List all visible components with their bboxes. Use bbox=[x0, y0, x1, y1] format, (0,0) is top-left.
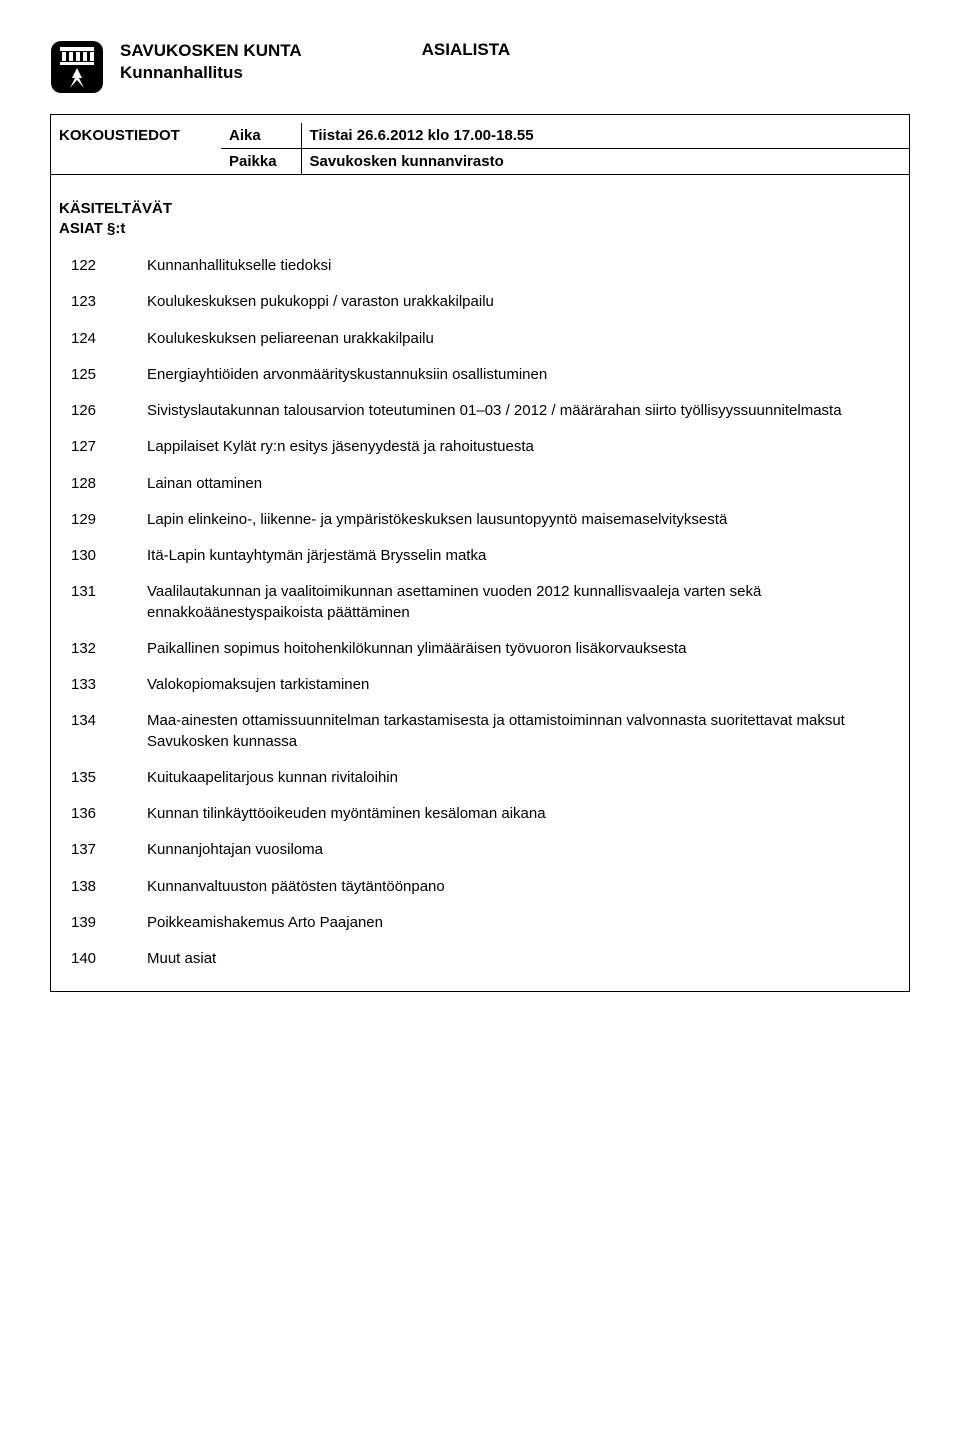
agenda-item-text: Vaalilautakunnan ja vaalitoimikunnan ase… bbox=[111, 582, 909, 623]
content-box: KOKOUSTIEDOT Aika Tiistai 26.6.2012 klo … bbox=[50, 114, 910, 992]
agenda-item: 127Lappilaiset Kylät ry:n esitys jäsenyy… bbox=[51, 437, 909, 457]
agenda-item: 125Energiayhtiöiden arvonmäärityskustann… bbox=[51, 365, 909, 385]
agenda-item: 131Vaalilautakunnan ja vaalitoimikunnan … bbox=[51, 582, 909, 623]
agenda-item: 135Kuitukaapelitarjous kunnan rivitaloih… bbox=[51, 768, 909, 788]
agenda-item-number: 131 bbox=[51, 582, 111, 602]
agenda-item-text: Lappilaiset Kylät ry:n esitys jäsenyydes… bbox=[111, 437, 909, 457]
agenda-section-label-1: KÄSITELTÄVÄT bbox=[59, 199, 909, 219]
agenda-item: 138Kunnanvaltuuston päätösten täytäntöön… bbox=[51, 877, 909, 897]
agenda-item: 140Muut asiat bbox=[51, 949, 909, 969]
agenda-item-text: Kuitukaapelitarjous kunnan rivitaloihin bbox=[111, 768, 909, 788]
agenda-item: 123Koulukeskuksen pukukoppi / varaston u… bbox=[51, 292, 909, 312]
agenda-item-text: Paikallinen sopimus hoitohenkilökunnan y… bbox=[111, 639, 909, 659]
agenda-item-number: 132 bbox=[51, 639, 111, 659]
organization-name: SAVUKOSKEN KUNTA bbox=[120, 40, 302, 62]
agenda-item: 130Itä-Lapin kuntayhtymän järjestämä Bry… bbox=[51, 546, 909, 566]
agenda-item: 124Koulukeskuksen peliareenan urakkakilp… bbox=[51, 329, 909, 349]
agenda-section-label-2: ASIAT §:t bbox=[59, 219, 909, 239]
agenda-items-list: 122Kunnanhallitukselle tiedoksi123Kouluk… bbox=[51, 256, 909, 969]
agenda-item-text: Sivistyslautakunnan talousarvion toteutu… bbox=[111, 401, 909, 421]
agenda-item: 139Poikkeamishakemus Arto Paajanen bbox=[51, 913, 909, 933]
agenda-item-text: Koulukeskuksen peliareenan urakkakilpail… bbox=[111, 329, 909, 349]
meeting-place-label: Paikka bbox=[221, 149, 301, 175]
agenda-item: 133Valokopiomaksujen tarkistaminen bbox=[51, 675, 909, 695]
agenda-item-number: 138 bbox=[51, 877, 111, 897]
agenda-item-number: 128 bbox=[51, 474, 111, 494]
agenda-item-text: Energiayhtiöiden arvonmäärityskustannuks… bbox=[111, 365, 909, 385]
agenda-item-text: Muut asiat bbox=[111, 949, 909, 969]
agenda-item: 128Lainan ottaminen bbox=[51, 474, 909, 494]
agenda-item-number: 140 bbox=[51, 949, 111, 969]
agenda-item-text: Kunnanvaltuuston päätösten täytäntöönpan… bbox=[111, 877, 909, 897]
agenda-item-number: 135 bbox=[51, 768, 111, 788]
agenda-item: 134Maa-ainesten ottamissuunnitelman tark… bbox=[51, 711, 909, 752]
agenda-item: 126Sivistyslautakunnan talousarvion tote… bbox=[51, 401, 909, 421]
meeting-info-label: KOKOUSTIEDOT bbox=[51, 123, 221, 175]
agenda-item-text: Valokopiomaksujen tarkistaminen bbox=[111, 675, 909, 695]
agenda-item-number: 137 bbox=[51, 840, 111, 860]
agenda-item-text: Kunnanhallitukselle tiedoksi bbox=[111, 256, 909, 276]
agenda-item-text: Maa-ainesten ottamissuunnitelman tarkast… bbox=[111, 711, 909, 752]
meeting-time-label: Aika bbox=[221, 123, 301, 149]
municipality-logo bbox=[50, 40, 104, 94]
agenda-item-number: 133 bbox=[51, 675, 111, 695]
agenda-item-number: 127 bbox=[51, 437, 111, 457]
agenda-item-number: 126 bbox=[51, 401, 111, 421]
agenda-item-number: 134 bbox=[51, 711, 111, 731]
agenda-item-number: 124 bbox=[51, 329, 111, 349]
document-header: SAVUKOSKEN KUNTA Kunnanhallitus ASIALIST… bbox=[50, 40, 910, 94]
agenda-item: 136Kunnan tilinkäyttöoikeuden myöntämine… bbox=[51, 804, 909, 824]
agenda-item-number: 139 bbox=[51, 913, 111, 933]
agenda-item: 137Kunnanjohtajan vuosiloma bbox=[51, 840, 909, 860]
meeting-time-value: Tiistai 26.6.2012 klo 17.00-18.55 bbox=[301, 123, 909, 149]
agenda-item-text: Poikkeamishakemus Arto Paajanen bbox=[111, 913, 909, 933]
agenda-item-number: 123 bbox=[51, 292, 111, 312]
agenda-item-number: 125 bbox=[51, 365, 111, 385]
agenda-item-number: 129 bbox=[51, 510, 111, 530]
meeting-place-value: Savukosken kunnanvirasto bbox=[301, 149, 909, 175]
document-type: ASIALISTA bbox=[422, 40, 510, 60]
agenda-item-number: 136 bbox=[51, 804, 111, 824]
agenda-item-text: Itä-Lapin kuntayhtymän järjestämä Brysse… bbox=[111, 546, 909, 566]
agenda-item: 132Paikallinen sopimus hoitohenkilökunna… bbox=[51, 639, 909, 659]
agenda-item: 122Kunnanhallitukselle tiedoksi bbox=[51, 256, 909, 276]
agenda-item-text: Kunnan tilinkäyttöoikeuden myöntäminen k… bbox=[111, 804, 909, 824]
agenda-item-number: 122 bbox=[51, 256, 111, 276]
agenda-item-text: Lapin elinkeino-, liikenne- ja ympäristö… bbox=[111, 510, 909, 530]
agenda-item: 129Lapin elinkeino-, liikenne- ja ympäri… bbox=[51, 510, 909, 530]
agenda-item-text: Koulukeskuksen pukukoppi / varaston urak… bbox=[111, 292, 909, 312]
agenda-item-text: Lainan ottaminen bbox=[111, 474, 909, 494]
board-name: Kunnanhallitus bbox=[120, 62, 302, 84]
agenda-item-number: 130 bbox=[51, 546, 111, 566]
meeting-info-table: KOKOUSTIEDOT Aika Tiistai 26.6.2012 klo … bbox=[51, 123, 909, 175]
agenda-item-text: Kunnanjohtajan vuosiloma bbox=[111, 840, 909, 860]
